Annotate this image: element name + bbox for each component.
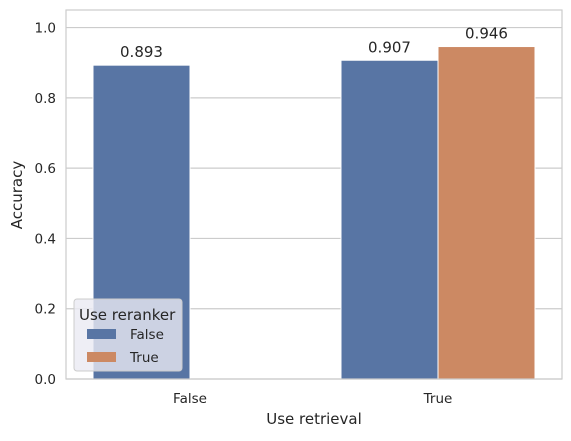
y-tick-label: 0.0 bbox=[35, 372, 56, 388]
y-tick-label: 0.8 bbox=[35, 91, 56, 107]
y-tick-labels: 0.0 0.2 0.4 0.6 0.8 1.0 bbox=[35, 21, 56, 388]
legend-label-false: False bbox=[130, 327, 164, 343]
y-tick-label: 0.6 bbox=[35, 161, 56, 177]
bar-value-label: 0.907 bbox=[368, 38, 411, 56]
bar-value-label: 0.893 bbox=[120, 43, 163, 61]
bar-value-label: 0.946 bbox=[465, 25, 508, 43]
legend: Use reranker False True bbox=[73, 298, 183, 372]
bar-true-true bbox=[437, 46, 536, 380]
bar-true-false bbox=[340, 59, 439, 380]
y-tick-label: 0.2 bbox=[35, 302, 56, 318]
plot-frame bbox=[65, 9, 563, 380]
bar-value-labels: 0.893 0.907 0.946 bbox=[120, 25, 508, 62]
y-axis-label: Accuracy bbox=[8, 161, 26, 230]
y-tick-label: 0.4 bbox=[35, 231, 56, 247]
x-tick-labels: False True bbox=[173, 391, 452, 407]
legend-swatch-false bbox=[87, 329, 116, 339]
legend-title: Use reranker bbox=[79, 306, 176, 324]
y-tick-label: 1.0 bbox=[35, 21, 56, 37]
legend-label-true: True bbox=[129, 350, 159, 366]
x-axis-label: Use retrieval bbox=[266, 410, 362, 428]
legend-swatch-true bbox=[87, 352, 116, 362]
x-tick-label: False bbox=[173, 391, 207, 407]
x-tick-label: True bbox=[423, 391, 453, 407]
